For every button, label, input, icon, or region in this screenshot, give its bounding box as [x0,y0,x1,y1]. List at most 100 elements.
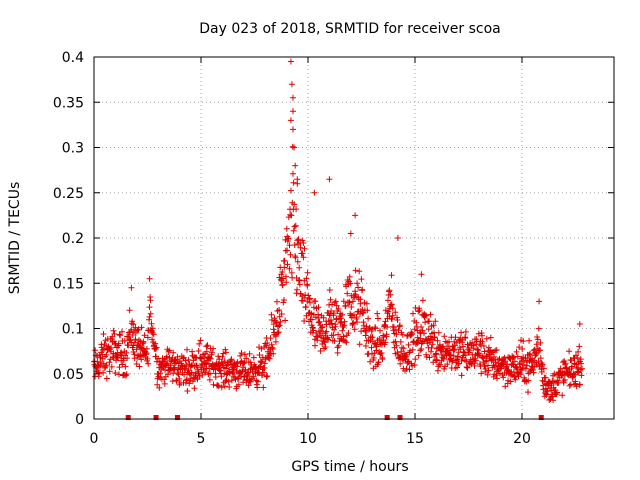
data-point [224,362,230,369]
data-point [197,337,204,344]
data-point [270,350,277,357]
data-point [121,337,128,344]
data-point [434,337,441,344]
data-point [114,354,121,361]
data-point [393,342,400,349]
data-point [195,348,202,354]
data-point [238,350,245,356]
data-point [106,359,113,366]
data-point [464,364,471,371]
data-point [538,369,545,375]
data-point [525,377,532,384]
data-point [264,373,271,379]
data-point [487,334,494,341]
data-point [147,297,154,304]
data-point [203,348,210,355]
data-point [126,307,133,314]
data-point [439,344,446,351]
data-point [268,311,275,318]
data-point [532,352,539,358]
data-point [500,374,507,381]
data-point [297,244,304,251]
data-point [491,353,497,360]
data-point [128,284,135,291]
data-point [291,144,298,151]
data-point [418,324,425,330]
data-point [288,212,295,219]
data-point [578,360,585,367]
data-point [481,348,488,355]
data-point [357,311,363,317]
data-point [378,350,385,356]
data-point [385,308,392,315]
data-point [335,342,342,349]
data-point [370,355,377,361]
data-point [276,322,283,329]
data-point [577,366,584,373]
data-point [533,341,540,348]
data-point [226,384,233,390]
data-point [279,269,286,275]
data-point [354,280,361,287]
data-point [398,348,405,355]
data-point [404,333,411,339]
data-point [415,352,422,359]
data-point [530,366,536,373]
data-point [535,325,542,332]
data-point [223,349,229,356]
data-point [247,359,254,366]
data-point [323,335,330,342]
data-point [386,287,393,294]
data-point [268,341,275,348]
y-tick-label: 0.15 [53,276,84,292]
data-point [396,322,403,329]
data-point [385,297,391,304]
data-point [100,369,107,376]
data-point [551,370,558,377]
data-point [283,279,290,286]
data-point [446,338,452,345]
data-point [161,380,168,387]
data-point [480,343,487,349]
data-point [334,344,341,351]
y-tick-label: 0.3 [62,141,84,157]
axes: 0 0.05 0.1 0.15 0.2 0.25 0.3 0.35 0.4 0 5 10 15 20 [53,50,614,447]
data-point [576,343,583,350]
data-point [502,358,509,365]
data-point [283,273,289,280]
data-point [311,189,318,196]
data-point [520,338,527,345]
data-point [317,348,324,354]
data-point [537,347,543,354]
data-point [235,375,242,382]
data-point [357,296,364,303]
data-point [488,357,495,364]
data-point [214,382,221,389]
data-point [131,339,138,346]
data-point [278,311,285,317]
data-point [228,377,235,384]
data-point [207,370,213,377]
data-point [485,344,492,351]
data-point [468,361,475,368]
data-point [473,338,480,345]
data-point [284,261,291,268]
data-point [483,335,490,342]
data-point [245,382,252,389]
data-point [462,335,469,341]
data-point [514,353,521,360]
data-point [220,350,227,357]
data-point [128,326,135,333]
y-tick-label: 0 [75,412,84,428]
data-point [364,307,371,314]
data-point [132,336,139,343]
data-point [579,365,585,372]
data-point [308,311,315,318]
data-point [326,176,333,183]
data-point [290,170,296,177]
data-point [258,359,265,365]
data-point [359,310,366,317]
data-point [343,339,350,346]
data-point [290,94,296,101]
data-point [173,359,180,366]
